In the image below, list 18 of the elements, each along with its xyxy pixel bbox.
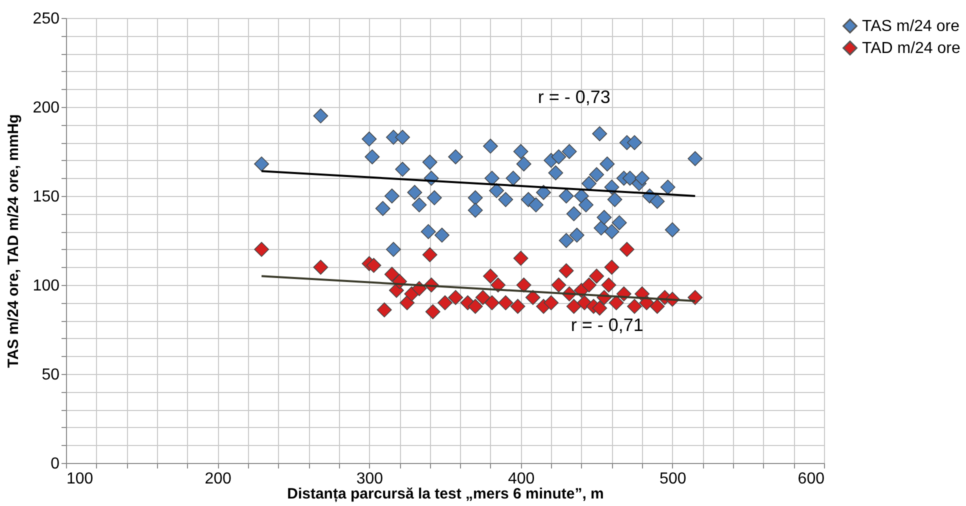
x-tick-label: 300 xyxy=(356,470,384,488)
x-tick-label: 500 xyxy=(660,470,686,488)
x-tick-label: 100 xyxy=(66,470,94,488)
x-axis-title: Distanța parcursă la test „mers 6 minute”, m xyxy=(287,486,604,502)
y-tick-label: 250 xyxy=(32,10,60,28)
y-tick-label: 50 xyxy=(42,366,60,384)
legend-label: TAS m/24 ore xyxy=(862,18,960,35)
x-tick-label: 400 xyxy=(508,470,535,488)
y-tick-label: 0 xyxy=(50,456,60,472)
y-tick-label: 150 xyxy=(32,188,60,206)
x-tick-label: 600 xyxy=(798,470,825,488)
y-tick-label: 100 xyxy=(32,278,60,294)
legend-label: TAD m/24 ore xyxy=(862,40,960,57)
annotation: r = - 0,73 xyxy=(538,87,610,107)
y-axis-title: TAS m/24 ore, TAD m/24 ore, mmHg xyxy=(4,114,22,368)
y-tick-label: 200 xyxy=(32,100,60,116)
annotation: r = - 0,71 xyxy=(570,315,644,335)
x-tick-label: 200 xyxy=(204,470,232,488)
